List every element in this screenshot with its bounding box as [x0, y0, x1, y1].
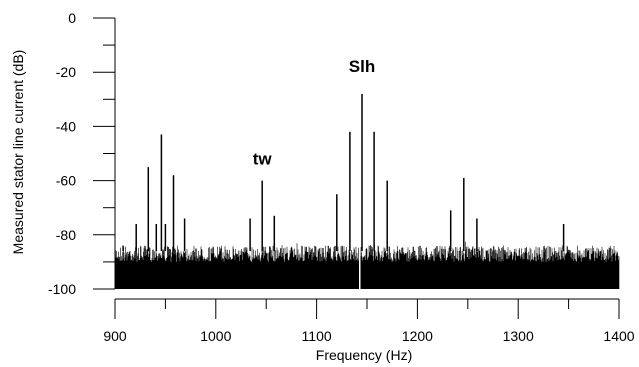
noise-gap	[359, 245, 361, 290]
y-tick-label: -20	[56, 64, 76, 80]
noise-floor-trace	[114, 241, 620, 289]
tick-labels: 0 -20 -40 -60 -80 -100 900 1000 1100 1200 1300 1400	[48, 10, 635, 344]
spectral-peaks	[122, 93, 565, 252]
annotation-tw: tw	[253, 149, 273, 168]
x-tick-label: 1000	[200, 328, 231, 344]
x-axis-title: Frequency (Hz)	[316, 347, 412, 363]
y-tick-label: -80	[56, 227, 76, 243]
axes	[93, 17, 620, 319]
y-axis-title: Measured stator line current (dB)	[10, 50, 26, 255]
y-tick-label: -40	[56, 118, 76, 134]
y-tick-label: -100	[48, 281, 76, 297]
y-tick-label: -60	[56, 173, 76, 189]
noise-floor	[114, 241, 620, 290]
x-tick-label: 900	[103, 328, 127, 344]
y-tick-label: 0	[68, 10, 76, 26]
x-tick-label: 1200	[402, 328, 433, 344]
annotation-slh: Slh	[349, 57, 375, 76]
x-tick-label: 1300	[503, 328, 534, 344]
x-tick-label: 1100	[302, 328, 332, 344]
x-tick-label: 1400	[603, 328, 634, 344]
